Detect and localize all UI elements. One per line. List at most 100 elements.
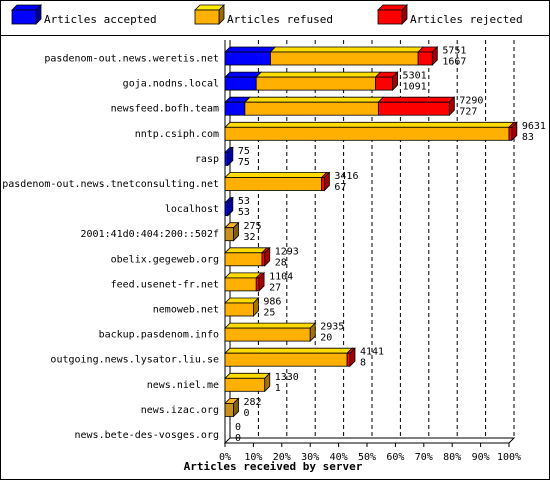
value-label-top: 53 bbox=[238, 196, 250, 207]
value-label-top: 3416 bbox=[334, 171, 358, 182]
value-label-top: 275 bbox=[244, 221, 262, 232]
value-label-top: 7290 bbox=[459, 96, 483, 107]
bar-segment-top bbox=[377, 96, 456, 103]
bar-segment-side bbox=[227, 146, 234, 167]
value-label-top: 4141 bbox=[360, 347, 384, 358]
legend-label: Articles accepted bbox=[44, 13, 157, 26]
value-label-top: 9631 bbox=[522, 121, 546, 132]
x-tick-label: 90% bbox=[472, 452, 490, 463]
bar-segment-top bbox=[224, 322, 317, 329]
bar-segment-side bbox=[227, 196, 234, 217]
bar-segment-side bbox=[309, 322, 316, 343]
legend-label: Articles rejected bbox=[410, 13, 523, 26]
category-label: pasdenom-out.news.weretis.net bbox=[44, 54, 219, 65]
legend-label: Articles refused bbox=[227, 13, 333, 26]
bar-segment-refused bbox=[224, 302, 254, 317]
value-label-top: 5301 bbox=[403, 71, 427, 82]
value-label-bottom: 1091 bbox=[403, 82, 427, 93]
value-label-bottom: 0 bbox=[235, 433, 241, 444]
bar-segment-top bbox=[224, 172, 328, 178]
bar-segment-rejected bbox=[346, 352, 351, 367]
category-label: 2001:41d0:404:200::502f bbox=[81, 229, 219, 240]
chart-floor bbox=[223, 437, 516, 444]
category-label: news.izac.org bbox=[141, 405, 219, 416]
value-label-bottom: 27 bbox=[269, 282, 281, 293]
bar-segment-accepted bbox=[224, 151, 229, 166]
bar-segment-top bbox=[243, 96, 385, 103]
x-tick-label: 40% bbox=[330, 452, 348, 463]
bar-segment-refused bbox=[224, 377, 266, 392]
bar-segment-refused bbox=[224, 227, 234, 242]
x-tick-label: 80% bbox=[443, 452, 461, 463]
value-label-bottom: 727 bbox=[459, 107, 477, 118]
bar-segment-top bbox=[224, 372, 271, 379]
category-label: nemoweb.net bbox=[153, 305, 219, 316]
bar-segment-accepted bbox=[224, 101, 246, 116]
value-label-bottom: 28 bbox=[275, 257, 287, 268]
bar-segment-top bbox=[224, 46, 277, 53]
value-label-bottom: 75 bbox=[238, 157, 250, 168]
bar-segment-refused bbox=[224, 177, 322, 191]
bar-segment-side bbox=[349, 347, 356, 368]
bar-segment-rejected bbox=[508, 126, 513, 141]
bar-segment-rejected bbox=[261, 252, 266, 267]
bar-segment-refused bbox=[224, 126, 510, 141]
value-label-top: 282 bbox=[244, 397, 262, 408]
value-label-top: 1330 bbox=[275, 372, 299, 383]
x-tick-label: 100% bbox=[497, 452, 521, 463]
bar-segment-side bbox=[448, 96, 455, 117]
bar-segment-side bbox=[431, 46, 438, 66]
legend: Articles accepted Articles refused Article… bbox=[11, 4, 523, 26]
bar-segment-rejected bbox=[417, 51, 433, 66]
value-label-bottom: 32 bbox=[244, 232, 256, 243]
bar-segment-top bbox=[255, 71, 382, 78]
x-tick-label: 0% bbox=[219, 452, 231, 463]
bar-segment-top bbox=[269, 46, 425, 53]
x-tick-label: 60% bbox=[386, 452, 404, 463]
category-label: backup.pasdenom.info bbox=[99, 330, 219, 341]
bar-segment-side bbox=[233, 397, 239, 418]
bar-segment-refused bbox=[224, 402, 234, 417]
bar-segment-top bbox=[224, 347, 354, 354]
category-label: goja.nodns.local bbox=[123, 79, 219, 90]
bar-segment-side bbox=[264, 246, 271, 267]
value-label-top: 75 bbox=[238, 146, 250, 157]
x-tick-label: 50% bbox=[358, 452, 376, 463]
value-label-bottom: 67 bbox=[334, 182, 346, 193]
value-label-bottom: 53 bbox=[238, 207, 250, 218]
category-label: outgoing.news.lysator.liu.se bbox=[50, 355, 219, 366]
value-label-top: 1293 bbox=[275, 246, 299, 257]
value-label-bottom: 1667 bbox=[442, 57, 466, 68]
bar-segment-side bbox=[233, 221, 239, 242]
value-label-bottom: 83 bbox=[522, 132, 534, 143]
category-label: obelix.gegeweb.org bbox=[111, 254, 219, 265]
bar-segment-side bbox=[392, 71, 398, 92]
bar-segment-top bbox=[224, 272, 263, 279]
category-label: localhost bbox=[165, 204, 219, 215]
category-label: pasdenom-out.news.tnetconsulting.net bbox=[2, 179, 219, 190]
plot-area: 0% 10% 20% 30% 40% 50% 60% 70% 80% 90% 100% pasdeno… bbox=[2, 40, 546, 463]
bar-segment-rejected bbox=[255, 277, 260, 292]
bar-segment-refused bbox=[224, 352, 348, 367]
bar-segment-accepted bbox=[224, 76, 257, 91]
bar-segment-accepted bbox=[224, 202, 229, 217]
bar-segment-top bbox=[224, 247, 268, 254]
bar-segment-refused bbox=[270, 51, 419, 66]
value-label-bottom: 0 bbox=[244, 408, 250, 419]
value-label-top: 986 bbox=[263, 297, 281, 308]
value-label-bottom: 20 bbox=[320, 333, 332, 344]
value-label-bottom: 25 bbox=[263, 308, 275, 319]
category-label: news.niel.me bbox=[147, 380, 219, 391]
category-label: nntp.csiph.com bbox=[135, 129, 219, 140]
legend-swatch bbox=[11, 9, 37, 25]
legend-swatch bbox=[194, 9, 220, 25]
value-label-top: 1104 bbox=[269, 271, 293, 282]
bar-segment-side bbox=[264, 372, 271, 393]
bar-segment-refused bbox=[224, 277, 257, 292]
x-axis-title: Articles received by server bbox=[184, 460, 363, 473]
category-label: rasp bbox=[195, 154, 219, 165]
bar-segment-rejected bbox=[377, 101, 450, 116]
bar-segment-refused bbox=[244, 101, 379, 116]
bar-segment-refused bbox=[224, 252, 263, 267]
bar-segment-side bbox=[511, 121, 518, 142]
